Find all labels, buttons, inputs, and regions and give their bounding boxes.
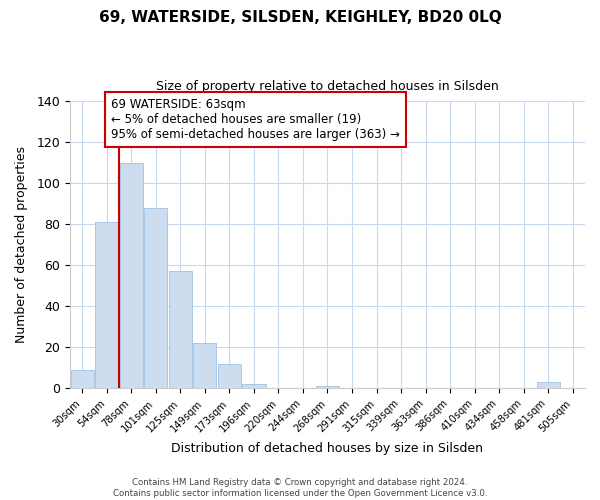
Text: 69, WATERSIDE, SILSDEN, KEIGHLEY, BD20 0LQ: 69, WATERSIDE, SILSDEN, KEIGHLEY, BD20 0… — [98, 10, 502, 25]
Bar — [144, 208, 167, 388]
Bar — [316, 386, 339, 388]
Bar — [193, 343, 217, 388]
Text: 69 WATERSIDE: 63sqm
← 5% of detached houses are smaller (19)
95% of semi-detache: 69 WATERSIDE: 63sqm ← 5% of detached hou… — [111, 98, 400, 141]
Bar — [71, 370, 94, 388]
Bar — [536, 382, 560, 388]
Bar — [95, 222, 118, 388]
Text: Contains HM Land Registry data © Crown copyright and database right 2024.
Contai: Contains HM Land Registry data © Crown c… — [113, 478, 487, 498]
Bar — [218, 364, 241, 388]
Bar — [169, 272, 192, 388]
Y-axis label: Number of detached properties: Number of detached properties — [15, 146, 28, 343]
X-axis label: Distribution of detached houses by size in Silsden: Distribution of detached houses by size … — [172, 442, 484, 455]
Bar — [119, 162, 143, 388]
Title: Size of property relative to detached houses in Silsden: Size of property relative to detached ho… — [156, 80, 499, 93]
Bar — [242, 384, 266, 388]
